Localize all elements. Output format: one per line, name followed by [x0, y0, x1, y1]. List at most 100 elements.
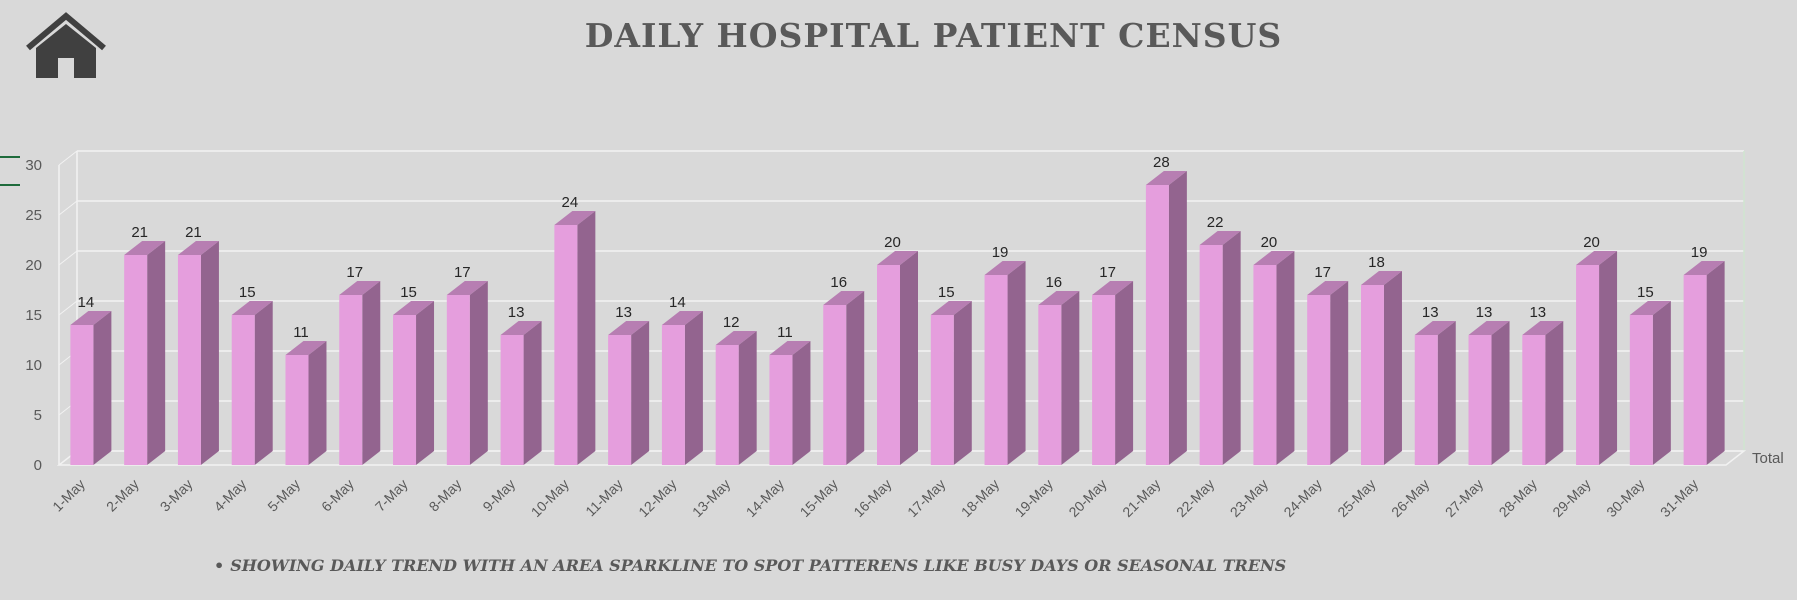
bar-top [930, 301, 972, 315]
data-label: 19 [1691, 244, 1708, 261]
x-tick-label: 18-May [958, 476, 1002, 520]
data-label: 16 [830, 274, 847, 291]
bar-front [1038, 305, 1062, 465]
y-tick-label: 0 [34, 457, 42, 474]
data-label: 15 [938, 284, 955, 301]
bar-front [1199, 245, 1223, 465]
bar-side [308, 341, 327, 465]
bar [1145, 171, 1187, 465]
bar-front [715, 345, 739, 465]
bar-side [1383, 271, 1402, 465]
bar-side [900, 251, 918, 465]
bar-front [285, 355, 309, 465]
bar-top [1683, 261, 1725, 275]
bar-side [846, 291, 865, 465]
bar-front [231, 315, 255, 465]
y-tick-label: 20 [25, 257, 42, 274]
bar-side [684, 311, 703, 465]
data-label: 21 [185, 224, 202, 241]
bar-front [1522, 335, 1546, 465]
bar-top [177, 241, 219, 255]
bar [1629, 301, 1671, 465]
x-tick-label: 21-May [1119, 476, 1163, 520]
data-label: 13 [1476, 304, 1493, 321]
y-tick-label: 25 [25, 207, 42, 224]
bar-side [1168, 171, 1187, 465]
data-label: 13 [1422, 304, 1439, 321]
y-tick-label: 5 [34, 407, 42, 424]
bar-side [1222, 231, 1241, 465]
bar-side [1599, 251, 1618, 465]
x-tick-label: 17-May [904, 476, 948, 520]
x-tick-label: 10-May [528, 476, 572, 520]
x-tick-label: 12-May [635, 476, 679, 520]
data-label: 12 [723, 314, 740, 331]
bar-side [738, 331, 757, 465]
bar [393, 301, 435, 465]
bar [1092, 281, 1134, 465]
bar-side [147, 241, 166, 465]
data-label: 16 [1045, 274, 1062, 291]
bar-top [1629, 301, 1671, 315]
data-label: 13 [615, 304, 632, 321]
footnote-bullet: • [214, 556, 225, 575]
data-label: 13 [1529, 304, 1546, 321]
x-tick-label: 28-May [1496, 476, 1540, 520]
data-label: 19 [992, 244, 1009, 261]
home-button[interactable] [24, 12, 108, 82]
bar-top [1576, 251, 1618, 265]
bar [231, 301, 273, 465]
bar-front [1092, 295, 1116, 465]
bar-top [661, 311, 703, 325]
bar-front [984, 275, 1008, 465]
gridline-side [58, 150, 78, 166]
bar [877, 251, 918, 465]
gridline-side [58, 250, 78, 266]
x-tick-label: 27-May [1442, 476, 1486, 520]
bar-front [877, 265, 900, 465]
x-tick-label: 2-May [103, 476, 142, 515]
bar-top [231, 301, 273, 315]
bar [446, 281, 488, 465]
bar-top [984, 261, 1026, 275]
gridline-side [58, 300, 78, 316]
bar-front [554, 225, 578, 465]
x-tick-label: 30-May [1603, 476, 1647, 520]
x-tick-label: 25-May [1334, 476, 1378, 520]
bar-side [953, 301, 972, 465]
bar [823, 291, 865, 465]
bar [608, 321, 650, 465]
bar [500, 321, 542, 465]
bar-top [1253, 251, 1295, 265]
bar-side [1330, 281, 1349, 465]
bar-top [1522, 321, 1564, 335]
bar-side [416, 301, 435, 465]
bar [554, 211, 596, 465]
data-label: 18 [1368, 254, 1385, 271]
bar-side [362, 281, 381, 465]
data-label: 15 [239, 284, 256, 301]
bar-front [661, 325, 685, 465]
bar-side [1545, 321, 1564, 465]
page-title-text: DAILY HOSPITAL PATIENT CENSUS [584, 16, 1283, 55]
gridline-side [58, 200, 78, 216]
data-label: 15 [1637, 284, 1654, 301]
x-tick-label: 6-May [318, 476, 357, 515]
x-tick-label: 5-May [264, 476, 303, 515]
footnote: • SHOWING DAILY TREND WITH AN AREA SPARKL… [214, 556, 1286, 575]
bar [715, 331, 757, 465]
x-tick-label: 20-May [1065, 476, 1109, 520]
bar [339, 281, 381, 465]
x-tick-label: 22-May [1173, 476, 1217, 520]
x-tick-label: 4-May [211, 476, 250, 515]
x-tick-label: 9-May [479, 476, 518, 515]
bar-front [1468, 335, 1492, 465]
data-label: 17 [346, 264, 363, 281]
bar [1038, 291, 1080, 465]
bar [1360, 271, 1402, 465]
bar-front [608, 335, 632, 465]
left-edge-marks [0, 156, 22, 188]
x-tick-label: 14-May [743, 476, 787, 520]
x-tick-label: 7-May [372, 476, 411, 515]
bar-top [877, 251, 918, 265]
